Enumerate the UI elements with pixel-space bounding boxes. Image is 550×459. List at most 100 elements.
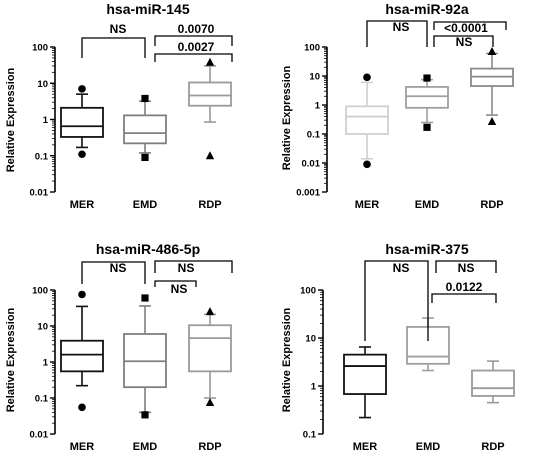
x-category-label: EMD: [416, 441, 441, 453]
y-tick-label: 10: [305, 334, 316, 345]
box-mer: [343, 346, 387, 419]
outlier-marker: [141, 153, 149, 162]
y-tick-label: 100: [300, 286, 316, 297]
y-axis-label: Relative Expression: [5, 67, 17, 172]
outlier-marker: [78, 290, 86, 299]
significance-bracket: [154, 53, 233, 62]
y-tick-label: 0.001: [296, 188, 320, 199]
outlier-marker: [78, 150, 86, 159]
y-tick-label: 1: [315, 101, 321, 112]
y-tick-label: 10: [37, 79, 48, 90]
x-category-label: MER: [70, 199, 95, 211]
y-tick-label: 1: [311, 382, 317, 393]
y-axis-label: Relative Expression: [281, 65, 293, 170]
box-mer: [60, 290, 104, 412]
x-category-label: RDP: [198, 441, 221, 453]
box-mer: [345, 73, 389, 169]
y-tick-label: 0.1: [303, 430, 317, 441]
y-tick-label: 100: [32, 286, 48, 297]
significance-label: 0.0027: [178, 40, 215, 54]
y-tick-label: 100: [304, 43, 320, 54]
significance-label: <0.0001: [444, 21, 488, 35]
y-tick-label: 1: [43, 115, 49, 126]
significance-label: NS: [393, 20, 410, 34]
outlier-marker: [423, 74, 431, 82]
outlier-marker: [205, 397, 215, 406]
outlier-marker: [487, 116, 497, 125]
y-tick-label: 0.1: [307, 130, 321, 141]
significance-label: NS: [456, 35, 473, 49]
x-category-label: RDP: [481, 441, 504, 453]
y-tick-label: 0.1: [35, 394, 49, 405]
chart-panel-3: hsa-miR-486-5p Relative Expression 100 10 1 0…: [5, 241, 233, 453]
chart-panel-2: hsa-miR-92a Relative Expression 100 10 1 0.1 0…: [281, 1, 514, 211]
box-emd: [123, 294, 167, 419]
x-category-label: EMD: [415, 199, 440, 211]
box-iqr: [60, 339, 104, 373]
chart-panel-4: hsa-miR-375 Relative Expression 100 10 1 0.1 M…: [281, 241, 515, 453]
outlier-marker: [78, 85, 86, 93]
y-tick-label: 10: [309, 72, 320, 83]
significance-label: 0.0122: [446, 280, 483, 294]
outlier-marker: [205, 151, 215, 160]
box-rdp: [471, 360, 515, 404]
y-tick-label: 0.01: [302, 159, 321, 170]
chart-panel-1: hsa-miR-145 Relative Expression 100 10 1 0.1 0…: [5, 1, 233, 211]
y-tick-label: 10: [37, 322, 48, 333]
box-rdp: [188, 307, 232, 406]
y-tick-label: 0.01: [30, 430, 49, 441]
significance-bracket: [433, 35, 494, 47]
significance-label: 0.0070: [178, 22, 215, 36]
significance-label: NS: [458, 261, 475, 275]
outlier-marker: [205, 57, 215, 66]
box-iqr: [345, 105, 389, 135]
x-category-label: MER: [355, 199, 380, 211]
box-emd: [123, 94, 167, 162]
outlier-marker: [141, 294, 149, 302]
x-category-label: EMD: [133, 199, 158, 211]
significance-bracket: [431, 293, 497, 303]
y-tick-label: 100: [32, 43, 48, 54]
significance-bracket: [154, 260, 233, 273]
y-tick-label: 0.1: [35, 151, 49, 162]
box-iqr: [60, 106, 104, 138]
y-axis-label: Relative Expression: [5, 307, 17, 412]
chart-title: hsa-miR-92a: [385, 1, 468, 17]
significance-bracket: [154, 35, 233, 46]
outlier-marker: [487, 46, 497, 55]
significance-label: NS: [110, 22, 127, 36]
x-category-label: EMD: [133, 441, 158, 453]
box-iqr: [188, 81, 232, 107]
box-iqr: [343, 353, 387, 395]
chart-title: hsa-miR-145: [106, 1, 189, 17]
outlier-marker: [141, 411, 149, 419]
significance-label: NS: [393, 261, 410, 275]
box-rdp: [470, 46, 514, 125]
y-tick-label: 0.01: [30, 188, 49, 199]
y-tick-label: 1: [43, 358, 49, 369]
significance-bracket: [81, 37, 146, 58]
chart-title: hsa-miR-486-5p: [96, 241, 200, 257]
box-rdp: [188, 57, 232, 160]
outlier-marker: [423, 123, 431, 131]
x-category-label: RDP: [198, 199, 221, 211]
chart-title: hsa-miR-375: [385, 241, 468, 257]
box-mer: [60, 85, 104, 159]
significance-bracket: [81, 261, 146, 284]
outlier-marker: [205, 307, 215, 316]
significance-bracket: [364, 260, 429, 341]
box-iqr: [405, 86, 449, 109]
outlier-marker: [363, 73, 371, 82]
significance-label: NS: [171, 282, 188, 296]
significance-bracket: [433, 21, 507, 30]
outlier-marker: [141, 94, 149, 103]
box-iqr: [123, 114, 167, 145]
x-category-label: RDP: [480, 199, 503, 211]
outlier-marker: [363, 160, 371, 169]
significance-bracket: [154, 280, 197, 287]
y-axis-label: Relative Expression: [281, 307, 293, 412]
box-iqr: [471, 369, 515, 397]
box-iqr: [188, 324, 232, 373]
box-emd: [405, 74, 449, 131]
